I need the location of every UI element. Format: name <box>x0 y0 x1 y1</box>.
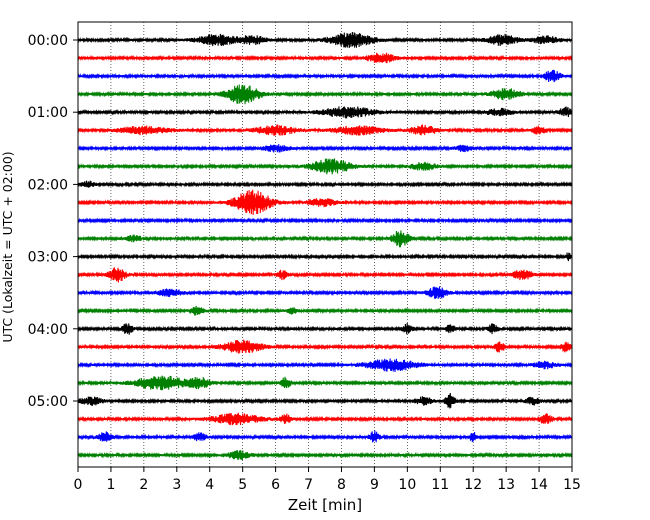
y-tick-label-0200: 02:00 <box>28 177 68 193</box>
x-tick-label-13: 13 <box>497 477 515 493</box>
trace-0030 <box>77 69 573 83</box>
x-axis-ticks: 0 1 2 3 4 5 6 7 8 9 10 11 12 13 14 15 <box>74 467 581 493</box>
x-tick-label-1: 1 <box>106 477 115 493</box>
y-tick-label-0000: 00:00 <box>28 33 68 49</box>
x-tick-label-15: 15 <box>563 477 581 493</box>
trace-0430 <box>77 358 573 373</box>
x-tick-label-9: 9 <box>370 477 379 493</box>
plot-area-frame <box>77 21 573 468</box>
trace-0015 <box>77 52 573 64</box>
x-tick-label-2: 2 <box>139 477 148 493</box>
trace-0300 <box>77 252 573 262</box>
x-axis-label: Zeit [min] <box>288 496 362 514</box>
trace-0400 <box>77 322 573 335</box>
trace-0045 <box>77 84 573 105</box>
y-axis-ticks: 00:00 01:00 02:00 03:00 04:00 05:00 <box>28 33 78 410</box>
y-tick-label-0500: 05:00 <box>28 394 68 410</box>
x-tick-label-0: 0 <box>74 477 83 493</box>
trace-0130 <box>77 144 573 153</box>
x-tick-label-10: 10 <box>398 477 416 493</box>
grid-lines <box>110 22 540 467</box>
trace-0145 <box>77 158 573 175</box>
x-tick-label-5: 5 <box>238 477 247 493</box>
trace-0215 <box>77 189 573 215</box>
trace-0100 <box>77 106 573 119</box>
trace-0315 <box>77 267 573 283</box>
trace-0530 <box>77 430 573 443</box>
x-tick-label-11: 11 <box>431 477 449 493</box>
x-tick-label-6: 6 <box>271 477 280 493</box>
trace-0515 <box>77 412 573 426</box>
y-axis-label: UTC (Lokalzeit = UTC + 02:00) <box>0 151 15 342</box>
trace-0415 <box>77 339 573 354</box>
trace-0500 <box>77 393 573 409</box>
x-tick-label-7: 7 <box>304 477 313 493</box>
y-tick-label-0300: 03:00 <box>28 250 68 266</box>
y-tick-label-0400: 04:00 <box>28 322 68 338</box>
seismogram-traces <box>77 31 573 460</box>
trace-0230 <box>77 217 573 224</box>
y-tick-label-0100: 01:00 <box>28 105 68 121</box>
trace-0115 <box>77 124 573 136</box>
trace-0330 <box>77 286 573 299</box>
x-tick-label-4: 4 <box>205 477 214 493</box>
trace-0345 <box>77 305 573 316</box>
trace-0445 <box>77 375 573 391</box>
trace-0200 <box>77 180 573 188</box>
x-tick-label-12: 12 <box>464 477 482 493</box>
x-tick-label-8: 8 <box>337 477 346 493</box>
trace-0000 <box>77 31 573 49</box>
trace-0245 <box>77 230 573 248</box>
x-tick-label-14: 14 <box>530 477 548 493</box>
trace-0545 <box>77 450 573 460</box>
x-tick-label-3: 3 <box>172 477 181 493</box>
